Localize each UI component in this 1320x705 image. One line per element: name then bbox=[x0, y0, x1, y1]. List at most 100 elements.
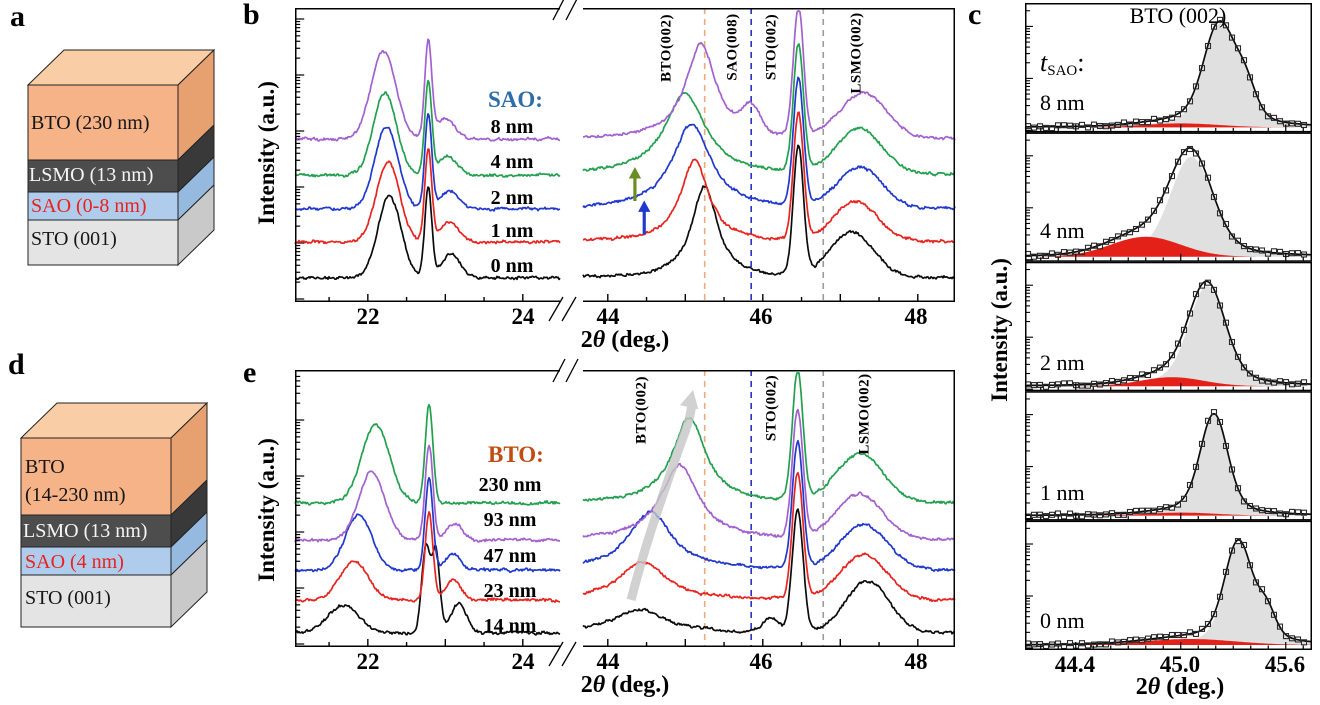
fit-area-component bbox=[1025, 123, 1312, 128]
series-label-4nm: 4 nm bbox=[490, 151, 534, 173]
panel-label-c: c bbox=[968, 0, 982, 31]
series-label-14nm: 14 nm bbox=[483, 615, 537, 637]
xrd-curve-0nm bbox=[295, 144, 956, 281]
series-label-23nm: 23 nm bbox=[483, 580, 537, 602]
xrd-curve-230nm bbox=[294, 372, 956, 506]
tsao-label: tSAO: bbox=[1040, 50, 1084, 79]
xrd-curve-8nm bbox=[294, 10, 956, 142]
x-axis-label-c-unit: (deg.) bbox=[1160, 674, 1225, 700]
stack-a-layer-sao-label: SAO (0-8 nm) bbox=[31, 195, 147, 217]
y-axis-label-c: Intensity (a.u.) bbox=[987, 258, 1012, 402]
subpanel-label-0nm: 0 nm bbox=[1040, 608, 1085, 633]
stack-d-layer-lsmo-label: LSMO (13 nm) bbox=[23, 520, 148, 542]
x-ticks bbox=[1040, 383, 1304, 391]
data-markers bbox=[1024, 409, 1308, 520]
y-ticks bbox=[1026, 139, 1033, 261]
series-label-1nm: 1 nm bbox=[490, 220, 534, 242]
peak-label-bto002-b: BTO(002) bbox=[658, 14, 675, 82]
x-axis-label-e-num: 2 bbox=[580, 672, 593, 698]
data-markers bbox=[1024, 16, 1308, 132]
arrow-head bbox=[638, 200, 651, 212]
stack-front-3 bbox=[20, 574, 172, 628]
peak-label-bto002-e: BTO(002) bbox=[633, 376, 650, 444]
x-axis-label-e-theta: θ bbox=[592, 672, 606, 698]
fit-area-component bbox=[1025, 639, 1312, 645]
panel-label-e: e bbox=[243, 356, 257, 389]
peak-label-sto002-e: STO(002) bbox=[763, 374, 780, 442]
x-axis-label-b-theta: θ bbox=[592, 327, 606, 353]
x-axis-label-b: 2θ (deg.) bbox=[540, 328, 710, 352]
fit-subpanel-8nm bbox=[1024, 3, 1312, 133]
tsao-label-t: t bbox=[1040, 48, 1048, 77]
subpanel-border bbox=[1025, 520, 1312, 650]
x-ticks bbox=[1040, 124, 1304, 132]
stack-front-0 bbox=[27, 84, 179, 161]
subpanel-border bbox=[1025, 3, 1312, 133]
x-axis-label-c-theta: θ bbox=[1147, 674, 1161, 700]
fit-subpanel-1nm bbox=[1024, 391, 1312, 521]
tsao-label-colon: : bbox=[1077, 48, 1085, 77]
peak-label-lsmo002-e: LSMO(002) bbox=[856, 373, 873, 455]
xtick-c-444: 44.4 bbox=[1054, 652, 1096, 677]
xrd-chart-b bbox=[294, 0, 956, 322]
xtick-c-456: 45.6 bbox=[1264, 652, 1306, 677]
y-ticks bbox=[1026, 527, 1033, 649]
stack-d-layer-sto-label: STO (001) bbox=[25, 587, 111, 609]
fit-area-main bbox=[1025, 156, 1312, 257]
xtick-e-22: 22 bbox=[356, 649, 380, 674]
y-axis-label-e: Intensity (a.u.) bbox=[254, 438, 279, 582]
stack-front-3 bbox=[27, 219, 179, 266]
stack-d-layer-bto-label2: (14-230 nm) bbox=[25, 484, 126, 506]
panel-label-a: a bbox=[10, 0, 25, 33]
arrow-head bbox=[680, 390, 699, 410]
subpanel-label-2nm: 2 nm bbox=[1040, 350, 1085, 375]
x-axis-label-e: 2θ (deg.) bbox=[540, 673, 710, 697]
stack-a-layer-sto-label: STO (001) bbox=[31, 228, 117, 250]
fit-subpanel-2nm bbox=[1024, 261, 1312, 392]
series-label-230nm: 230 nm bbox=[478, 474, 542, 496]
axis-break-marks bbox=[548, 0, 578, 322]
fit-subpanel-0nm bbox=[1024, 520, 1312, 650]
series-label-0nm: 0 nm bbox=[490, 255, 534, 277]
series-label-2nm: 2 nm bbox=[490, 187, 534, 209]
xrd-curve-93nm bbox=[294, 408, 956, 543]
legend-title-bto: BTO: bbox=[488, 442, 544, 467]
y-axis-ticks bbox=[296, 375, 305, 645]
peak-label-sao008-b: SAO(008) bbox=[724, 13, 741, 81]
fit-area-component bbox=[1025, 512, 1312, 516]
x-axis-label-c-num: 2 bbox=[1135, 674, 1148, 700]
trend-arrow bbox=[626, 390, 699, 602]
subpanel-border bbox=[1025, 261, 1312, 392]
sample-stack-diagram-a bbox=[26, 48, 216, 267]
plot-border bbox=[295, 370, 955, 647]
peak-fit-chart-c bbox=[1024, 3, 1312, 650]
data-markers bbox=[1024, 145, 1308, 260]
x-axis-ticks bbox=[328, 639, 919, 646]
xrd-curve-23nm bbox=[294, 471, 956, 603]
stack-d-layer-sao-label: SAO (4 nm) bbox=[25, 551, 124, 573]
peak-label-lsmo002-b: LSMO(002) bbox=[848, 12, 865, 94]
stack-front-0 bbox=[20, 437, 172, 516]
x-axis-label-b-unit: (deg.) bbox=[605, 327, 670, 353]
subpanel-border bbox=[1025, 132, 1312, 262]
panel-label-d: d bbox=[8, 348, 25, 381]
xtick-b-44: 44 bbox=[596, 304, 620, 329]
fit-area-main bbox=[1025, 543, 1312, 645]
xrd-chart-e bbox=[294, 358, 956, 667]
subpanel-label-8nm: 8 nm bbox=[1040, 90, 1085, 115]
xrd-curve-4nm bbox=[294, 43, 956, 178]
xtick-b-48: 48 bbox=[904, 304, 928, 329]
x-axis-label-b-num: 2 bbox=[580, 327, 593, 353]
x-ticks bbox=[1040, 253, 1304, 261]
y-ticks bbox=[1026, 268, 1033, 390]
subpanel-label-4nm: 4 nm bbox=[1040, 218, 1085, 243]
xtick-e-44: 44 bbox=[596, 649, 620, 674]
xtick-b-24: 24 bbox=[511, 304, 535, 329]
y-axis-ticks bbox=[296, 18, 305, 300]
series-label-93nm: 93 nm bbox=[483, 509, 537, 531]
y-axis-label-b: Intensity (a.u.) bbox=[254, 81, 279, 225]
fit-subpanel-4nm bbox=[1024, 132, 1312, 262]
fit-area-component bbox=[1025, 377, 1312, 387]
panel-label-b: b bbox=[243, 0, 260, 31]
